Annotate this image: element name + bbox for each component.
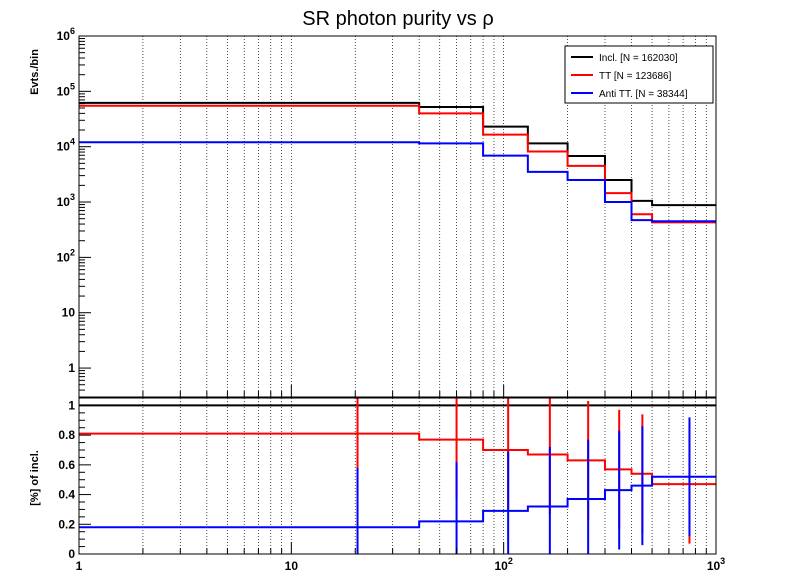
upper-y-tick-label-4: 104 [57,137,75,154]
axes: 1 10 102 103 1 10 102 103 104 105 106 0 0.2 0.4 0.6 0.8… [57,26,726,572]
lower-y-tick-label-3: 0.6 [58,458,75,472]
lower-grid [142,398,707,554]
upper-y-tick-label-3: 103 [57,192,75,209]
x-tick-label-0: 1 [76,559,83,572]
series-line-2 [79,141,716,223]
legend: Incl. [N = 162030] TT [N = 123686] Anti TT… [564,45,714,104]
lower-frame [78,397,717,555]
upper-y-tick-label-2: 102 [57,247,75,264]
chart-title: SR photon purity vs ρ [302,8,493,30]
ratio-line-1 [79,432,716,486]
upper-y-tick-label-0: 1 [68,361,75,375]
series-line-1 [79,104,716,224]
upper-y-tick-label-1: 10 [62,306,76,320]
upper-frame [78,35,717,398]
upper-y-tick-label-5: 105 [57,81,75,98]
upper-grid [142,36,707,397]
upper-y-axis-label: Evts./bin [29,49,41,95]
x-tick-label-3: 103 [707,556,725,572]
legend-entry-1: TT [N = 123686] [599,71,672,82]
lower-y-tick-label-1: 0.2 [58,517,75,531]
legend-entry-0: Incl. [N = 162030] [599,53,678,64]
series-line-0 [79,101,716,207]
lower-series-group [79,398,716,554]
lower-y-tick-label-5: 1 [68,398,75,412]
lower-y-tick-label-4: 0.8 [58,428,75,442]
upper-series-group [79,101,716,224]
lower-y-tick-label-0: 0 [68,547,75,561]
upper-y-tick-label-6: 106 [57,26,75,43]
lower-y-axis-label: [%] of incl. [29,450,41,506]
legend-entry-2: Anti TT. [N = 38344] [599,89,688,100]
lower-y-tick-label-2: 0.4 [58,488,75,502]
x-tick-label-2: 102 [494,556,512,572]
x-tick-label-1: 10 [285,559,299,572]
ratio-line-2 [79,475,716,529]
